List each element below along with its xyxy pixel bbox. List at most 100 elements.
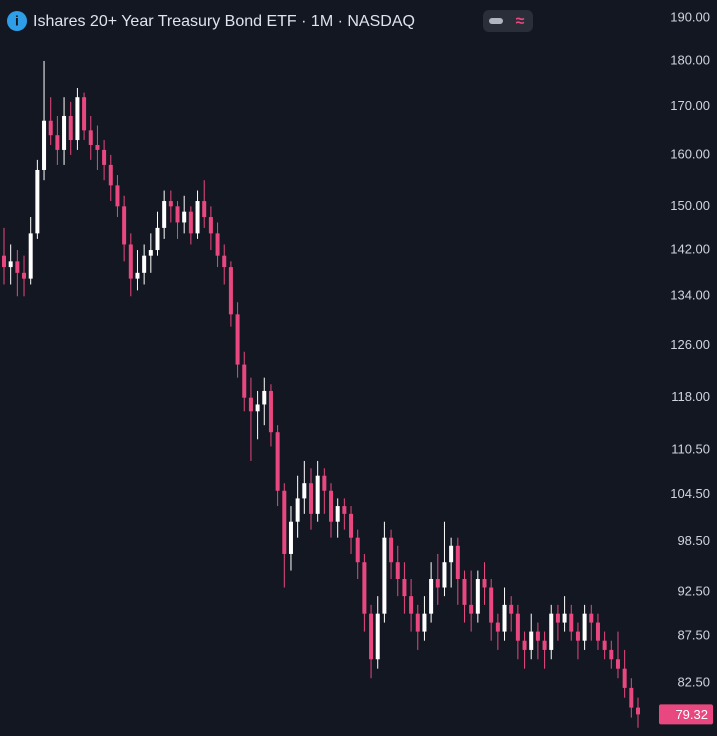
candle-body xyxy=(382,537,387,614)
candle-body xyxy=(569,613,574,632)
candle-body xyxy=(82,97,87,131)
candle-body xyxy=(288,521,293,554)
candle-body xyxy=(22,272,27,279)
y-tick-label: 142.00 xyxy=(670,241,710,256)
candle-body xyxy=(609,649,614,660)
candle-body xyxy=(395,562,400,579)
candle-body xyxy=(122,206,127,245)
candle-body xyxy=(142,255,147,273)
candle-body xyxy=(188,211,193,234)
candle-body xyxy=(582,613,587,641)
candle-body xyxy=(502,604,507,632)
candle-body xyxy=(515,613,520,641)
candle-body xyxy=(442,562,447,588)
candle-body xyxy=(562,613,567,623)
candle-body xyxy=(202,201,207,218)
last-price-box xyxy=(659,704,713,725)
candle-body xyxy=(295,498,300,522)
candle-body xyxy=(62,115,67,150)
candle-body xyxy=(315,475,320,514)
candle-body xyxy=(615,659,620,669)
candle-body xyxy=(535,631,540,641)
info-icon[interactable] xyxy=(7,11,27,31)
candle-body xyxy=(242,364,247,398)
y-tick-label: 110.50 xyxy=(671,441,710,456)
candle-body xyxy=(595,622,600,641)
candle-body xyxy=(462,578,467,605)
candle-body xyxy=(369,613,374,660)
candle-body xyxy=(175,206,180,223)
candle-body xyxy=(349,513,354,538)
candle-body xyxy=(635,707,641,715)
candle-body xyxy=(208,217,213,234)
legend-toggle[interactable] xyxy=(483,10,533,32)
candle-body xyxy=(362,562,367,614)
info-icon-glyph: i xyxy=(15,13,19,29)
candle-body xyxy=(88,130,93,145)
candle-body xyxy=(168,201,173,207)
candle-body xyxy=(15,261,20,273)
chart-title: Ishares 20+ Year Treasury Bond ETF · 1M … xyxy=(33,13,415,30)
y-tick-label: 180.00 xyxy=(670,52,710,67)
y-tick-label: 82.50 xyxy=(677,674,710,689)
candle-body xyxy=(195,201,200,234)
candle-body xyxy=(375,613,380,660)
candle-body xyxy=(509,604,514,614)
candle-body xyxy=(575,631,580,641)
candle-body xyxy=(329,490,334,522)
candle-body xyxy=(262,390,267,405)
candle-body xyxy=(75,97,80,141)
y-tick-label: 118.00 xyxy=(671,389,710,404)
wave-icon: ≈ xyxy=(516,13,525,30)
candle-body xyxy=(322,475,327,491)
candle-body xyxy=(429,578,434,614)
candle-body xyxy=(128,244,133,279)
candle-body xyxy=(469,604,474,614)
y-tick-label: 87.50 xyxy=(677,628,710,643)
candle-body xyxy=(1,255,7,268)
candle-body xyxy=(542,640,547,650)
y-tick-label: 190.00 xyxy=(670,9,710,24)
candle-body xyxy=(302,483,307,499)
candle-body xyxy=(522,640,527,650)
candle-body xyxy=(308,483,313,514)
last-price-label: 79.32 xyxy=(675,707,708,722)
candle-body xyxy=(268,390,273,433)
candle-body xyxy=(555,613,560,623)
y-tick-label: 134.00 xyxy=(670,288,710,303)
candle-body xyxy=(355,537,360,563)
candle-body xyxy=(389,537,394,563)
candle-body xyxy=(235,314,240,365)
candle-body xyxy=(8,261,13,268)
candle-body xyxy=(435,578,440,588)
candle-body xyxy=(489,587,494,623)
candle-body xyxy=(415,613,420,632)
candle-body xyxy=(529,631,534,650)
candle-body xyxy=(148,250,153,256)
candle-body xyxy=(28,233,33,279)
candle-body xyxy=(215,233,220,256)
y-tick-label: 126.00 xyxy=(670,337,710,352)
candle-body xyxy=(182,211,187,223)
candle-body xyxy=(495,622,500,632)
candle-body xyxy=(622,668,627,688)
candle-body xyxy=(549,613,554,650)
candle-body xyxy=(482,578,487,588)
y-tick-label: 98.50 xyxy=(677,533,710,548)
candle-body xyxy=(409,596,414,614)
y-tick-label: 92.50 xyxy=(677,583,710,598)
candle-body xyxy=(589,613,594,623)
y-tick-label: 104.50 xyxy=(670,486,710,501)
candle-body xyxy=(35,169,40,234)
candle-body xyxy=(248,397,253,412)
candle-body xyxy=(155,227,160,251)
candle-body xyxy=(275,432,280,491)
y-tick-label: 150.00 xyxy=(670,198,710,213)
candle-body xyxy=(102,149,107,165)
candle-body xyxy=(402,578,407,597)
candle-body xyxy=(629,687,634,708)
candle-body xyxy=(228,267,233,315)
candle-body xyxy=(222,255,227,268)
